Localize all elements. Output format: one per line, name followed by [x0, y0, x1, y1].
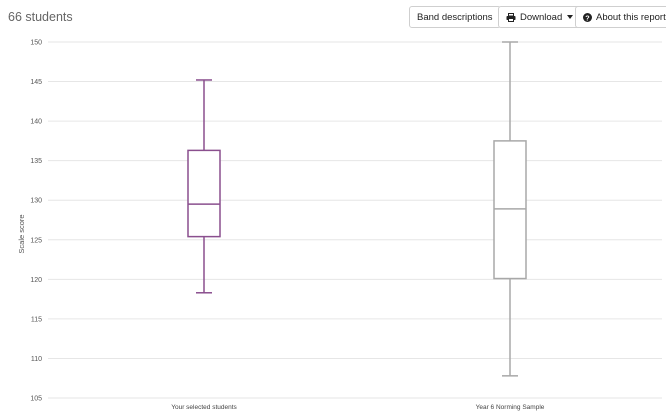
- svg-text:?: ?: [585, 13, 589, 22]
- y-tick-label: 145: [30, 79, 42, 86]
- y-tick-label: 125: [30, 237, 42, 244]
- student-count: 66 students: [8, 10, 73, 24]
- printer-icon: [506, 12, 516, 22]
- report-toolbar: 66 students Band descriptions Download ?…: [0, 0, 666, 34]
- y-tick-label: 130: [30, 198, 42, 205]
- about-report-button[interactable]: ? About this report: [575, 6, 666, 28]
- x-category-label: Your selected students: [171, 404, 237, 411]
- interquartile-box: [493, 140, 527, 280]
- box-selected-students: [187, 79, 221, 294]
- about-report-label: About this report: [596, 11, 666, 23]
- y-tick-label: 150: [30, 40, 42, 47]
- interquartile-box: [187, 149, 221, 238]
- y-tick-label: 140: [30, 119, 42, 126]
- gridlines: [48, 41, 662, 399]
- y-axis-label: Scale score: [17, 214, 26, 253]
- download-button[interactable]: Download: [498, 6, 582, 28]
- download-label: Download: [520, 11, 563, 23]
- band-descriptions-label: Band descriptions: [417, 11, 493, 23]
- x-category-label: Year 6 Norming Sample: [476, 404, 545, 411]
- question-circle-icon: ?: [583, 12, 592, 22]
- y-tick-label: 135: [30, 158, 42, 165]
- y-tick-label: 105: [30, 396, 42, 403]
- y-tick-label: 120: [30, 277, 42, 284]
- box-norming-sample: [493, 41, 527, 377]
- caret-down-icon: [567, 15, 574, 19]
- y-axis-ticks: 150 145 140 135 130 125 120 115 110 105: [30, 40, 42, 403]
- band-descriptions-button[interactable]: Band descriptions: [409, 6, 501, 28]
- boxes: [187, 41, 527, 377]
- x-axis-categories: Your selected students Year 6 Norming Sam…: [171, 404, 545, 411]
- y-tick-label: 110: [31, 356, 42, 363]
- boxplot-chart: 150 145 140 135 130 125 120 115 110 105 Scale sco…: [17, 40, 662, 411]
- y-tick-label: 115: [31, 316, 42, 323]
